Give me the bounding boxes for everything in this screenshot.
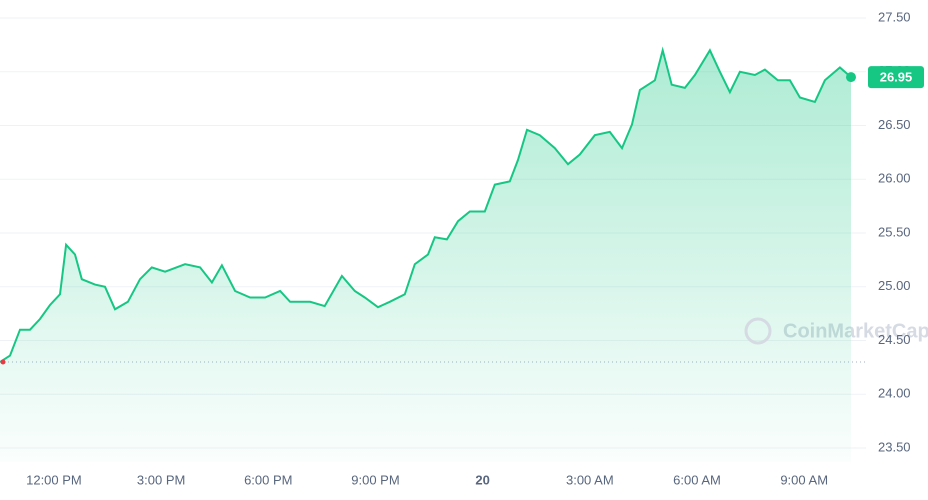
x-tick-label: 9:00 AM bbox=[780, 472, 828, 487]
price-tag bbox=[868, 66, 924, 89]
start-dot bbox=[0, 359, 6, 365]
area bbox=[0, 50, 851, 463]
y-tick-label: 27.50 bbox=[878, 9, 911, 24]
x-tick-label: 3:00 AM bbox=[566, 472, 614, 487]
x-tick-label: 20 bbox=[475, 472, 489, 487]
x-tick-label: 6:00 AM bbox=[673, 472, 721, 487]
x-tick-label: 3:00 PM bbox=[137, 472, 185, 487]
y-tick-label: 24.00 bbox=[878, 386, 911, 401]
y-tick-label: 25.50 bbox=[878, 224, 911, 239]
x-tick-label: 6:00 PM bbox=[244, 472, 292, 487]
y-tick-label: 23.50 bbox=[878, 439, 911, 454]
y-tick-label: 25.00 bbox=[878, 278, 911, 293]
y-tick-label: 26.50 bbox=[878, 117, 911, 132]
watermark-logo bbox=[744, 317, 772, 345]
price-line bbox=[0, 46, 852, 363]
x-tick-label: 9:00 PM bbox=[351, 472, 399, 487]
y-tick-label: 26.00 bbox=[878, 171, 911, 186]
x-tick-label: 12:00 PM bbox=[26, 472, 82, 487]
last-point bbox=[845, 72, 856, 83]
y-tick-label: 24.50 bbox=[878, 332, 911, 347]
price-tag-label: 26.95 bbox=[880, 70, 913, 85]
